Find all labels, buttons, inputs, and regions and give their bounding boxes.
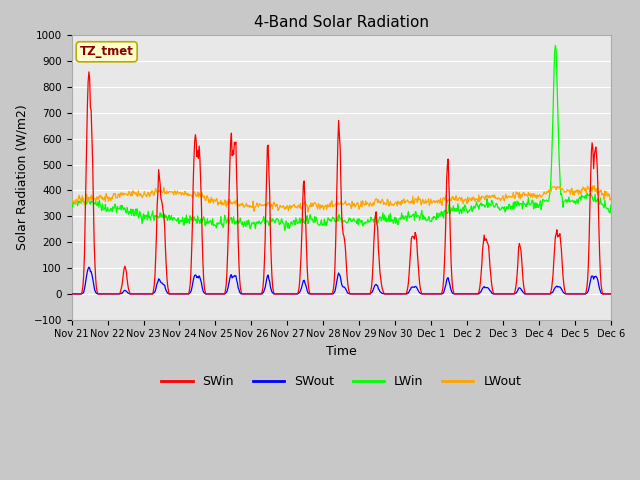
Y-axis label: Solar Radiation (W/m2): Solar Radiation (W/m2): [15, 105, 28, 251]
Title: 4-Band Solar Radiation: 4-Band Solar Radiation: [254, 15, 429, 30]
Text: TZ_tmet: TZ_tmet: [80, 45, 134, 58]
X-axis label: Time: Time: [326, 345, 356, 358]
Legend: SWin, SWout, LWin, LWout: SWin, SWout, LWin, LWout: [156, 370, 526, 393]
